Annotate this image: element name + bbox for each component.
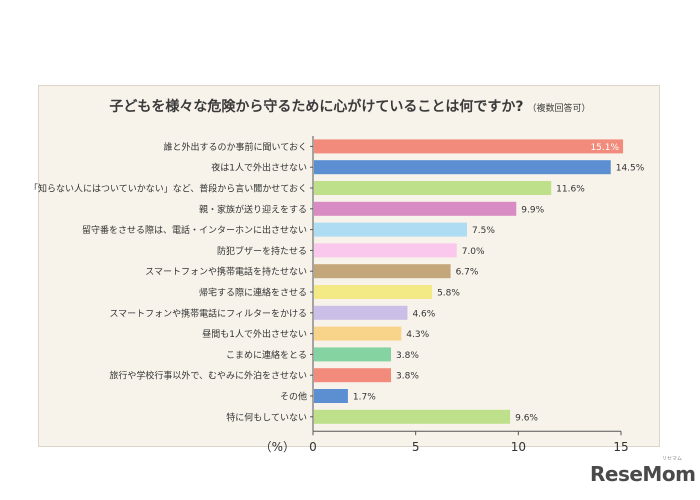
value-label: 7.0% (462, 247, 485, 257)
value-label: 3.8% (396, 351, 419, 361)
resemom-logo-ruby: リセマム (662, 456, 683, 462)
category-label: 親・家族が送り迎えをする (199, 203, 307, 215)
chart-title-note: （複数回答可） (527, 104, 591, 114)
bar (314, 139, 624, 154)
category-label: 特に何もしていない (226, 411, 307, 423)
bar (314, 389, 348, 403)
category-label: 帰宅する際に連絡をさせる (199, 287, 307, 299)
value-label: 4.3% (406, 330, 429, 340)
bar (314, 222, 467, 237)
bar (314, 285, 433, 299)
value-label: 9.9% (521, 205, 544, 215)
bar (314, 160, 611, 175)
category-label: 夜は1人で外出させない (211, 162, 307, 174)
x-tick-label: 5 (412, 440, 420, 454)
value-label: 11.6% (556, 185, 585, 195)
chart-title-block: 子どもを様々な危険から守るために心がけていることは何ですか? （複数回答可） (0, 96, 700, 116)
bar (314, 264, 451, 279)
category-label: こまめに連絡をとる (226, 349, 307, 361)
category-label: 留守番をさせる際は、電話・インターホンに出させない (82, 224, 307, 236)
value-label: 4.6% (412, 309, 435, 319)
chart-title: 子どもを様々な危険から守るために心がけていることは何ですか? (109, 99, 524, 115)
value-label: 14.5% (616, 164, 645, 174)
category-label: 防犯ブザーを持たせる (217, 245, 307, 257)
category-label: 「知らない人にはついていかない」など、普段から言い聞かせておく (29, 183, 307, 195)
category-label: 誰と外出するのか事前に聞いておく (164, 141, 307, 153)
value-label: 9.6% (515, 413, 538, 423)
value-label: 15.1% (590, 143, 619, 153)
x-tick-label: 10 (511, 440, 526, 454)
resemom-logo: ReseMom (590, 462, 696, 486)
value-label: 3.8% (396, 372, 419, 382)
value-label: 5.8% (437, 289, 460, 299)
bar (314, 326, 402, 341)
value-label: 7.5% (472, 226, 495, 236)
category-label: その他 (280, 391, 307, 403)
bar (314, 409, 511, 424)
x-tick-label: 15 (613, 440, 628, 454)
category-label: 旅行や学校行事以外で、むやみに外泊をさせない (109, 370, 307, 382)
x-tick-label: 0 (309, 440, 317, 454)
bar (314, 243, 457, 258)
category-label: スマートフォンや携帯電話を持たせない (145, 266, 307, 278)
unit-label: （%） (260, 440, 295, 454)
category-label: スマートフォンや携帯電話にフィルターをかける (109, 307, 307, 319)
bar (314, 181, 552, 195)
bar (314, 368, 392, 383)
value-label: 6.7% (456, 268, 479, 278)
bar (314, 347, 392, 362)
category-label: 昼間も1人で外出させない (202, 328, 307, 340)
bar (314, 201, 517, 216)
bar (314, 305, 408, 320)
value-label: 1.7% (353, 393, 376, 403)
